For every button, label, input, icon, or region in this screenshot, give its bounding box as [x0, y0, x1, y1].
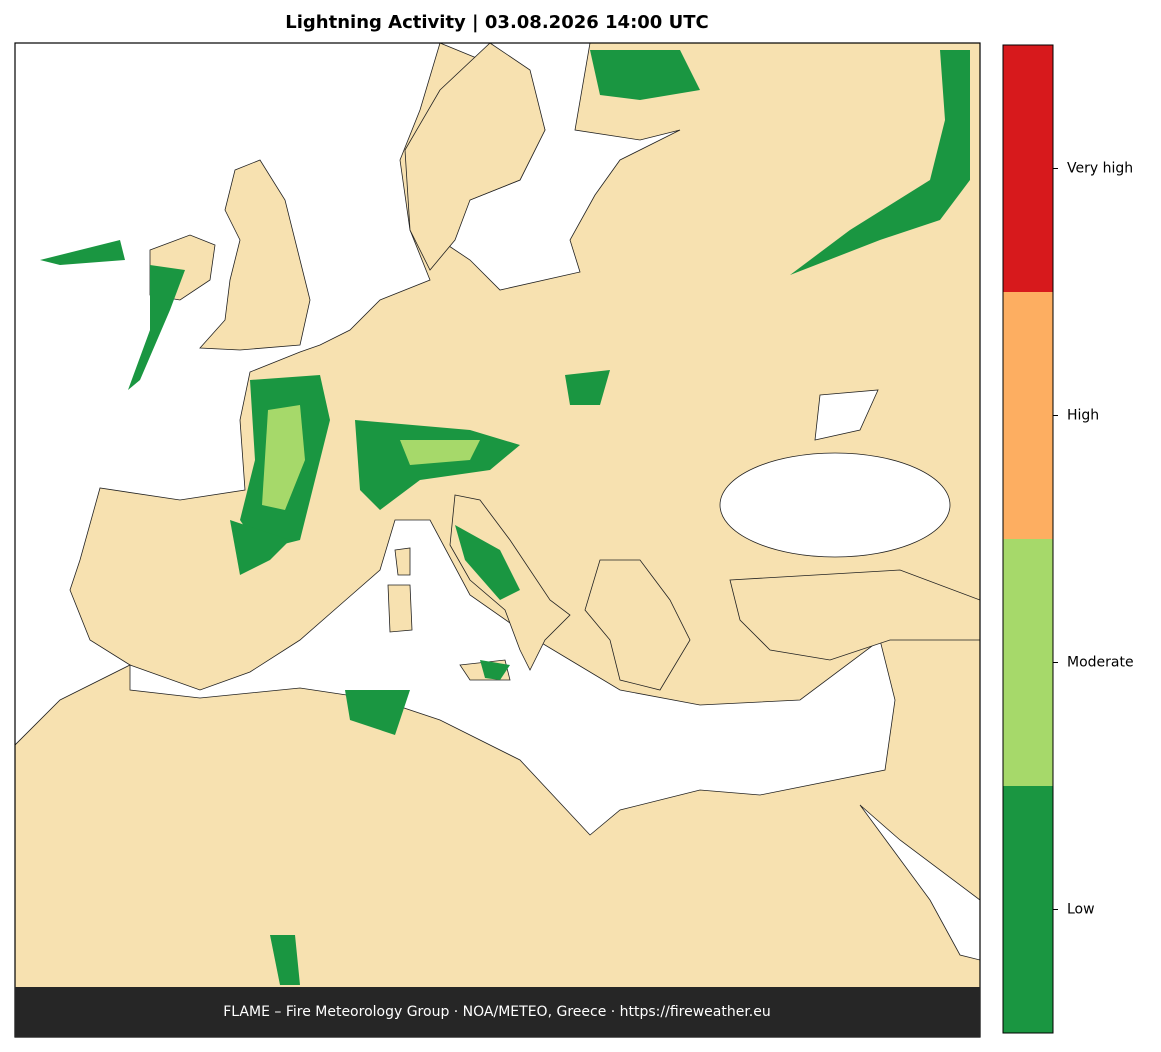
title: Lightning Activity | 03.08.2026 14:00 UT… [285, 12, 708, 33]
colorbar-label: Very high [1067, 161, 1133, 177]
map [14, 42, 981, 1038]
footer-bar [15, 987, 980, 1037]
colorbar-label: Low [1067, 902, 1095, 918]
footer: FLAME – Fire Meteorology Group · NOA/MET… [223, 1004, 771, 1020]
colorbar-label: Moderate [1067, 655, 1134, 671]
colorbar: Low Moderate High Very high [1002, 44, 1134, 1034]
colorbar-frame [1002, 44, 1054, 1034]
colorbar-segment [1003, 539, 1053, 786]
colorbar-segment [1003, 292, 1053, 539]
colorbar-segment [1003, 786, 1053, 1033]
colorbar-label: High [1067, 408, 1099, 424]
colorbar-segment [1003, 45, 1053, 292]
